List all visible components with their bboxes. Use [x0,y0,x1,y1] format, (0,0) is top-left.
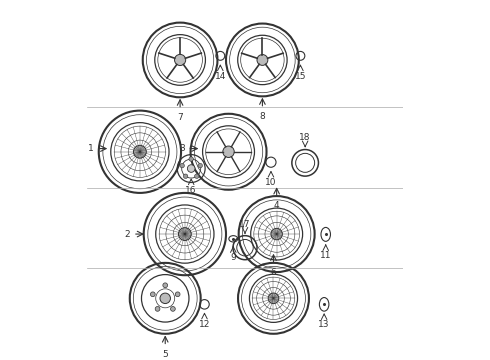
Text: 15: 15 [294,72,306,81]
Circle shape [178,228,191,240]
Circle shape [187,165,195,172]
Circle shape [171,306,175,311]
Circle shape [183,174,188,179]
Text: 1: 1 [88,144,94,153]
Text: 9: 9 [230,253,236,262]
Circle shape [160,293,171,303]
Circle shape [268,293,279,303]
Text: 3: 3 [179,144,185,153]
Circle shape [271,228,282,240]
Text: 18: 18 [299,133,311,142]
Circle shape [163,283,168,288]
Circle shape [180,163,184,168]
Text: 10: 10 [265,178,277,187]
Text: 17: 17 [239,220,251,229]
Text: 7: 7 [177,113,183,122]
Circle shape [195,174,199,179]
Circle shape [198,163,202,168]
Text: 16: 16 [185,186,197,195]
Text: 13: 13 [318,320,330,329]
Circle shape [133,145,147,158]
Circle shape [175,292,180,297]
Circle shape [257,54,268,66]
Circle shape [174,54,186,66]
Circle shape [150,292,155,297]
Circle shape [189,157,194,161]
Text: 14: 14 [215,72,226,81]
Text: 12: 12 [199,320,210,329]
Text: 2: 2 [125,230,130,239]
Circle shape [155,306,160,311]
Text: 5: 5 [162,350,168,359]
Text: 11: 11 [320,251,331,260]
Circle shape [223,146,234,157]
Text: 6: 6 [270,268,276,277]
Text: 4: 4 [274,202,279,211]
Text: 8: 8 [260,112,265,121]
